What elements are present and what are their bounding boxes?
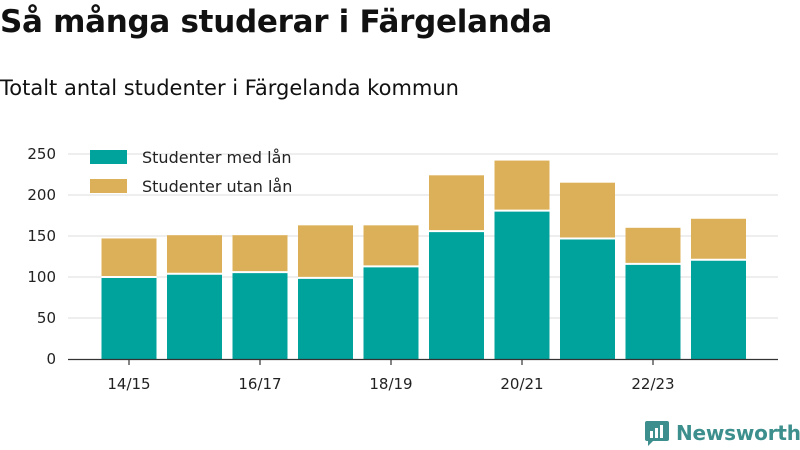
legend-swatch (90, 150, 127, 164)
bar-with-loan (363, 266, 419, 359)
bar-without-loan (625, 227, 681, 264)
newsworthy-logo-icon (645, 421, 669, 446)
y-tick-label: 0 (46, 350, 56, 368)
legend-label: Studenter utan lån (142, 177, 292, 196)
y-tick-label: 100 (27, 268, 56, 286)
y-tick-label: 250 (27, 145, 56, 163)
brand-name: Newsworthy (676, 421, 800, 445)
bar-without-loan (429, 175, 484, 232)
bar-with-loan (298, 277, 353, 359)
legend-label: Studenter med lån (142, 148, 292, 167)
y-tick-label: 50 (37, 309, 56, 327)
bar-without-loan (691, 218, 746, 260)
legend-swatch (90, 179, 127, 193)
axes: 0 50 100 150 200 250 14/15 16/17 18/19 20/21 22/23 (27, 145, 778, 393)
y-tick-label: 150 (27, 227, 56, 245)
bar-without-loan (232, 235, 288, 273)
bar-without-loan (560, 182, 615, 239)
x-tick-label: 16/17 (238, 375, 281, 393)
y-tick-label: 200 (27, 186, 56, 204)
x-tick-label: 14/15 (107, 375, 150, 393)
chart-subtitle: Totalt antal studenter i Färgelanda komm… (0, 76, 459, 100)
bar-without-loan (167, 235, 222, 274)
bar-with-loan (494, 210, 550, 359)
bar-without-loan (101, 238, 157, 277)
chart-title: Så många studerar i Färgelanda (0, 4, 552, 40)
bar-with-loan (232, 272, 288, 359)
bar-without-loan (298, 225, 353, 278)
bars (101, 160, 746, 359)
x-tick-label: 18/19 (369, 375, 412, 393)
brand: Newsworthy (644, 418, 800, 448)
bar-with-loan (691, 259, 746, 359)
bar-with-loan (167, 273, 222, 359)
x-tick-label: 22/23 (631, 375, 674, 393)
bar-with-loan (429, 231, 484, 359)
legend: Studenter med lån Studenter utan lån (90, 148, 292, 196)
bar-with-loan (560, 238, 615, 359)
x-tick-label: 20/21 (500, 375, 543, 393)
bar-without-loan (363, 225, 419, 267)
bar-without-loan (494, 160, 550, 211)
bar-with-loan (101, 277, 157, 359)
bar-with-loan (625, 263, 681, 359)
